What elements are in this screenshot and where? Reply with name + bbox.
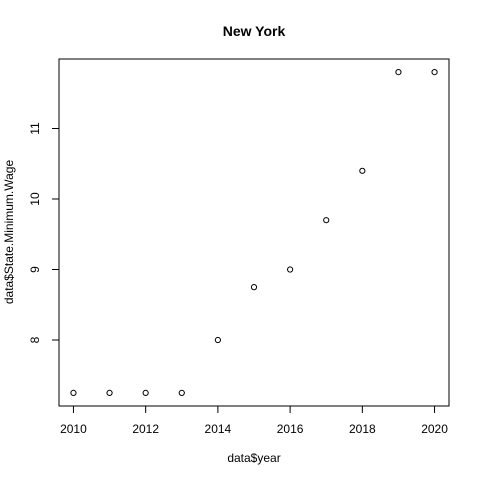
y-axis-label: data$State.Minimum.Wage <box>2 160 16 305</box>
data-point <box>214 336 221 344</box>
chart-title: New York <box>223 23 286 39</box>
data-points <box>70 69 438 396</box>
data-point <box>70 389 77 396</box>
x-axis-label: data$year <box>227 451 280 465</box>
data-point <box>431 69 438 76</box>
data-point <box>359 167 366 174</box>
data-point <box>250 284 258 291</box>
plot-frame <box>58 58 450 407</box>
y-tick-label: 10 <box>28 192 42 206</box>
data-point <box>287 266 294 273</box>
data-point <box>323 217 330 224</box>
data-point <box>178 389 185 396</box>
data-point <box>142 389 149 396</box>
x-tick-label: 2014 <box>205 422 232 436</box>
data-point <box>395 69 402 76</box>
x-tick-label: 2016 <box>277 422 304 436</box>
x-tick-label: 2020 <box>421 422 448 436</box>
data-point <box>106 389 113 396</box>
x-tick-label: 2018 <box>349 422 376 436</box>
y-axis: 8 9 10 11 <box>28 122 59 343</box>
y-tick-label: 8 <box>28 336 42 343</box>
x-axis: 2010 2012 2014 2016 2018 2020 <box>60 406 448 436</box>
y-tick-label: 11 <box>28 122 42 135</box>
x-tick-label: 2012 <box>132 422 159 436</box>
x-tick-label: 2010 <box>60 422 87 436</box>
y-tick-label: 9 <box>28 266 42 273</box>
